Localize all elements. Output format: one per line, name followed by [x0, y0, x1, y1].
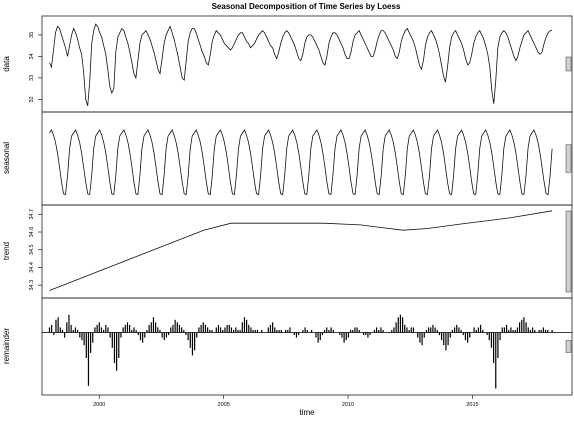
panel-seasonal-range-bar [565, 144, 572, 173]
panel-data-ytick-label: 33 [29, 75, 35, 81]
panel-seasonal-ylabel: seasonal [2, 142, 11, 174]
panel-remainder-ylabel: remainder [2, 328, 11, 364]
x-axis: 2000 2005 2010 2015 [93, 395, 479, 408]
x-tick-label: 2005 [218, 402, 230, 408]
panel-remainder: remainder [2, 297, 573, 396]
x-tick-label: 2000 [93, 402, 105, 408]
chart-title: Seasonal Decomposition of Time Series by… [212, 2, 401, 11]
panel-data-range-bar [565, 56, 572, 72]
panel-data: 32 33 34 35 data [2, 15, 573, 113]
panel-data-ytick-label: 32 [29, 96, 35, 102]
panel-seasonal-series-line [49, 129, 553, 196]
panel-trend-ylabel: trend [2, 242, 11, 260]
panel-data-series-line [49, 23, 553, 107]
panel-trend-range-bar [565, 210, 572, 293]
panel-trend-ytick-label: 34.4 [29, 262, 35, 273]
panel-trend-ytick-label: 34.3 [29, 280, 35, 291]
panel-trend-ytick-label: 34.5 [29, 244, 35, 255]
panel-remainder-range-bar [565, 340, 572, 353]
panel-remainder-frame [41, 297, 573, 396]
panel-trend-ytick-label: 34.7 [29, 209, 35, 220]
x-axis-label: time [299, 408, 315, 417]
x-tick-label: 2015 [466, 402, 478, 408]
x-tick-label: 2010 [342, 402, 354, 408]
panel-data-ytick-label: 34 [29, 53, 35, 59]
panel-trend-frame [41, 204, 573, 299]
panel-trend: 34.3 34.4 34.5 34.6 34.7 trend [2, 204, 573, 299]
panel-trend-ytick-label: 34.6 [29, 227, 35, 238]
panel-seasonal: seasonal [2, 111, 573, 206]
panel-data-ytick-label: 35 [29, 32, 35, 38]
panel-trend-series-line [49, 210, 553, 291]
panel-data-ylabel: data [2, 56, 11, 72]
